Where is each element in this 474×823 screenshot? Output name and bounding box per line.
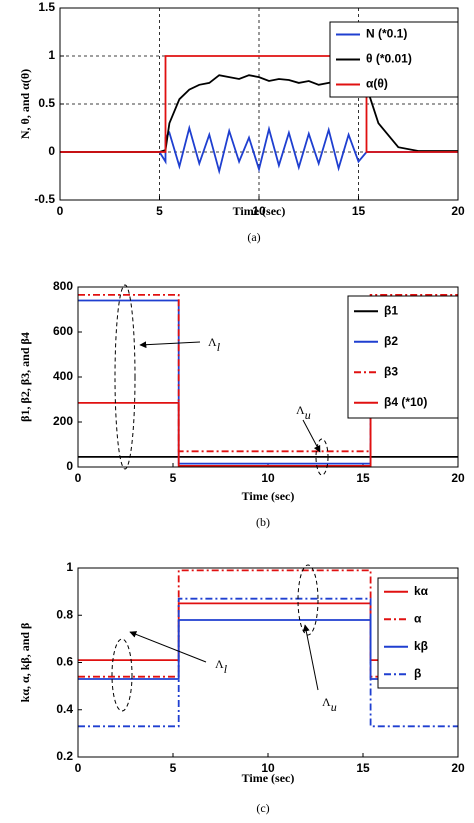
legend-label: β2 bbox=[384, 334, 398, 348]
annotation-ellipse bbox=[297, 564, 319, 636]
x-tick-label: 0 bbox=[75, 761, 82, 775]
legend-box bbox=[377, 577, 459, 689]
legend-label: kα bbox=[414, 584, 429, 598]
x-axis-label: Time (sec) bbox=[233, 204, 286, 218]
legend-label: α(θ) bbox=[366, 77, 388, 91]
annotation: Λu bbox=[296, 403, 311, 422]
annotation-arrow bbox=[302, 624, 319, 691]
legend-label: α bbox=[414, 611, 422, 625]
series-line bbox=[78, 569, 458, 678]
y-tick-label: 0.6 bbox=[56, 655, 73, 669]
y-tick-label: 400 bbox=[53, 369, 73, 383]
annotation-ellipse bbox=[315, 438, 329, 476]
annotation: Λl bbox=[208, 335, 221, 354]
y-tick-label: 800 bbox=[53, 279, 73, 293]
y-tick-label: 0 bbox=[66, 459, 73, 473]
y-tick-label: -0.5 bbox=[34, 192, 55, 206]
y-tick-label: 600 bbox=[53, 324, 73, 338]
legend-label: θ (*0.01) bbox=[366, 52, 412, 66]
x-tick-label: 20 bbox=[451, 471, 465, 485]
x-tick-label: 20 bbox=[451, 761, 465, 775]
annotation-arrow bbox=[302, 419, 321, 453]
annotation-arrow bbox=[129, 631, 207, 663]
x-tick-label: 5 bbox=[170, 761, 177, 775]
annotation-ellipse bbox=[114, 284, 136, 470]
annotation-subscript: u bbox=[305, 408, 311, 422]
annotation-subscript: u bbox=[331, 700, 337, 714]
annotation: Λu bbox=[322, 695, 337, 714]
annotation-subscript: l bbox=[224, 662, 228, 676]
x-axis-label: Time (sec) bbox=[242, 489, 295, 503]
x-tick-label: 10 bbox=[261, 761, 275, 775]
legend-label: kβ bbox=[414, 639, 428, 653]
y-axis-label: kα, α, kβ, and β bbox=[18, 623, 32, 703]
caption: (c) bbox=[256, 801, 269, 815]
legend-label: β4 (*10) bbox=[384, 395, 427, 409]
annotation-symbol: Λ bbox=[208, 335, 217, 349]
y-tick-label: 0 bbox=[48, 144, 55, 158]
annotation: Λl bbox=[215, 657, 228, 676]
annotation-subscript: l bbox=[217, 340, 221, 354]
x-tick-label: 5 bbox=[156, 204, 163, 218]
x-tick-label: 15 bbox=[356, 761, 370, 775]
x-tick-label: 0 bbox=[57, 204, 64, 218]
annotation-symbol: Λ bbox=[296, 403, 305, 417]
legend-label: β3 bbox=[384, 364, 398, 378]
x-tick-label: 15 bbox=[352, 204, 366, 218]
y-tick-label: 0.8 bbox=[56, 607, 73, 621]
y-tick-label: 0.4 bbox=[56, 702, 73, 716]
y-tick-label: 1 bbox=[48, 48, 55, 62]
x-tick-label: 5 bbox=[170, 471, 177, 485]
x-tick-label: 10 bbox=[261, 471, 275, 485]
annotation-ellipse bbox=[111, 638, 133, 712]
y-tick-label: 1 bbox=[66, 560, 73, 574]
x-axis-label: Time (sec) bbox=[242, 771, 295, 785]
x-tick-label: 10 bbox=[252, 204, 266, 218]
plot-frame bbox=[59, 7, 459, 201]
y-tick-label: 0.5 bbox=[38, 96, 55, 110]
series-line bbox=[78, 294, 458, 453]
caption: (a) bbox=[247, 230, 260, 244]
x-tick-label: 0 bbox=[75, 471, 82, 485]
legend-box bbox=[347, 295, 459, 419]
legend-label: β1 bbox=[384, 303, 398, 317]
y-tick-label: 200 bbox=[53, 414, 73, 428]
y-axis-label: N, θ, and α(θ) bbox=[18, 69, 32, 139]
x-tick-label: 15 bbox=[356, 471, 370, 485]
series-line bbox=[60, 124, 458, 175]
y-tick-label: 0.2 bbox=[56, 749, 73, 763]
caption: (b) bbox=[256, 515, 270, 529]
y-tick-label: 1.5 bbox=[38, 0, 55, 14]
legend-label: β bbox=[414, 666, 421, 680]
annotation-symbol: Λ bbox=[322, 695, 331, 709]
x-tick-label: 20 bbox=[451, 204, 465, 218]
annotation-symbol: Λ bbox=[215, 657, 224, 671]
annotation-arrow bbox=[139, 341, 201, 349]
legend-label: N (*0.1) bbox=[366, 27, 407, 41]
y-axis-label: β1, β2, β3, and β4 bbox=[18, 332, 32, 422]
